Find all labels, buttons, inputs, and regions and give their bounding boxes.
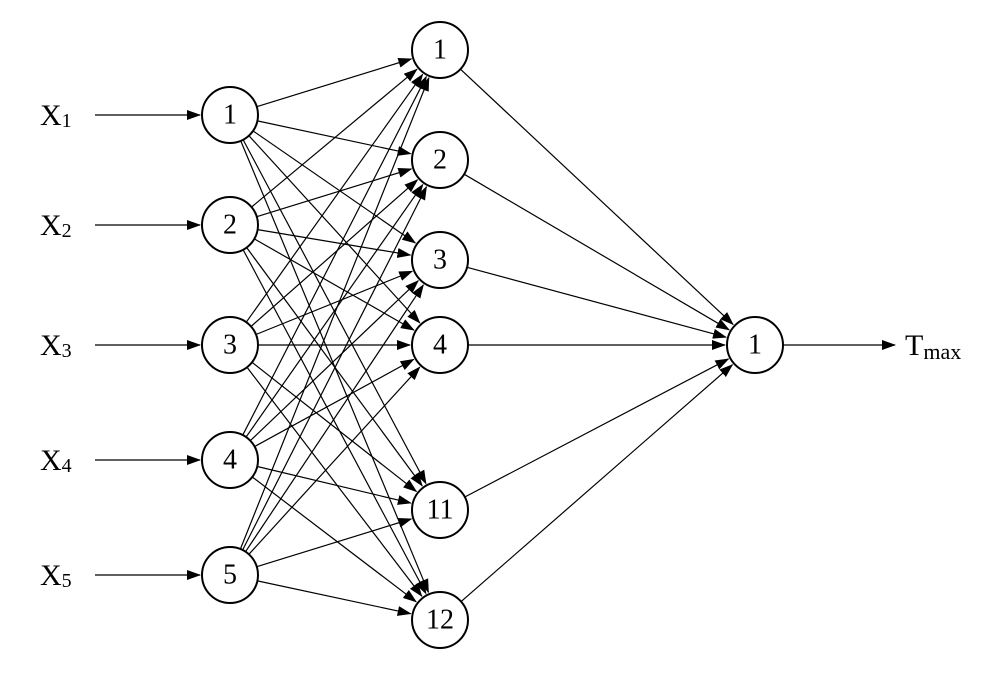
edge-input-hidden: [258, 230, 411, 255]
edge-input-hidden: [256, 271, 412, 334]
hidden-node-1-label: 1: [433, 35, 447, 66]
edge-hidden-output: [467, 267, 726, 337]
input-node-5-label: 5: [223, 560, 237, 591]
hidden-node-2-label: 2: [433, 145, 447, 176]
edge-input-hidden: [246, 285, 424, 552]
edge-hidden-output: [461, 365, 732, 602]
edge-input-hidden: [246, 185, 423, 437]
output-node-1-label: 1: [748, 330, 762, 361]
edge-input-hidden: [247, 248, 423, 486]
edge-hidden-output: [465, 359, 729, 497]
input-node-1-label: 1: [223, 100, 237, 131]
edge-hidden-output: [460, 69, 733, 324]
edge-input-hidden: [255, 359, 414, 446]
edge-input-hidden: [252, 362, 416, 491]
edge-hidden-output: [464, 174, 729, 330]
hidden-node-4-label: 4: [433, 330, 447, 361]
edge-input-hidden: [257, 581, 410, 614]
input-label-X3: X3: [40, 329, 72, 363]
edge-input-hidden: [243, 187, 427, 550]
input-label-X4: X4: [40, 444, 72, 478]
neural-network-diagram: 12345123411121 X1X2X3X4X5Tmax: [0, 0, 1000, 689]
edge-input-hidden: [252, 477, 416, 602]
input-node-3-label: 3: [223, 330, 237, 361]
input-label-X5: X5: [40, 559, 72, 593]
edge-input-hidden: [257, 121, 410, 154]
input-label-X1: X1: [40, 99, 72, 133]
hidden-node-12-label: 12: [426, 605, 454, 636]
edge-input-hidden: [257, 59, 412, 107]
edge-input-hidden: [257, 169, 412, 217]
edge-input-hidden: [257, 519, 412, 567]
edge-input-hidden: [253, 131, 415, 243]
hidden-node-11-label: 11: [427, 495, 454, 526]
input-label-X2: X2: [40, 209, 72, 243]
input-node-4-label: 4: [223, 445, 237, 476]
edge-input-hidden: [249, 367, 420, 554]
hidden-node-3-label: 3: [433, 245, 447, 276]
edge-input-hidden: [243, 77, 427, 435]
input-node-2-label: 2: [223, 210, 237, 241]
output-label: Tmax: [905, 329, 961, 364]
